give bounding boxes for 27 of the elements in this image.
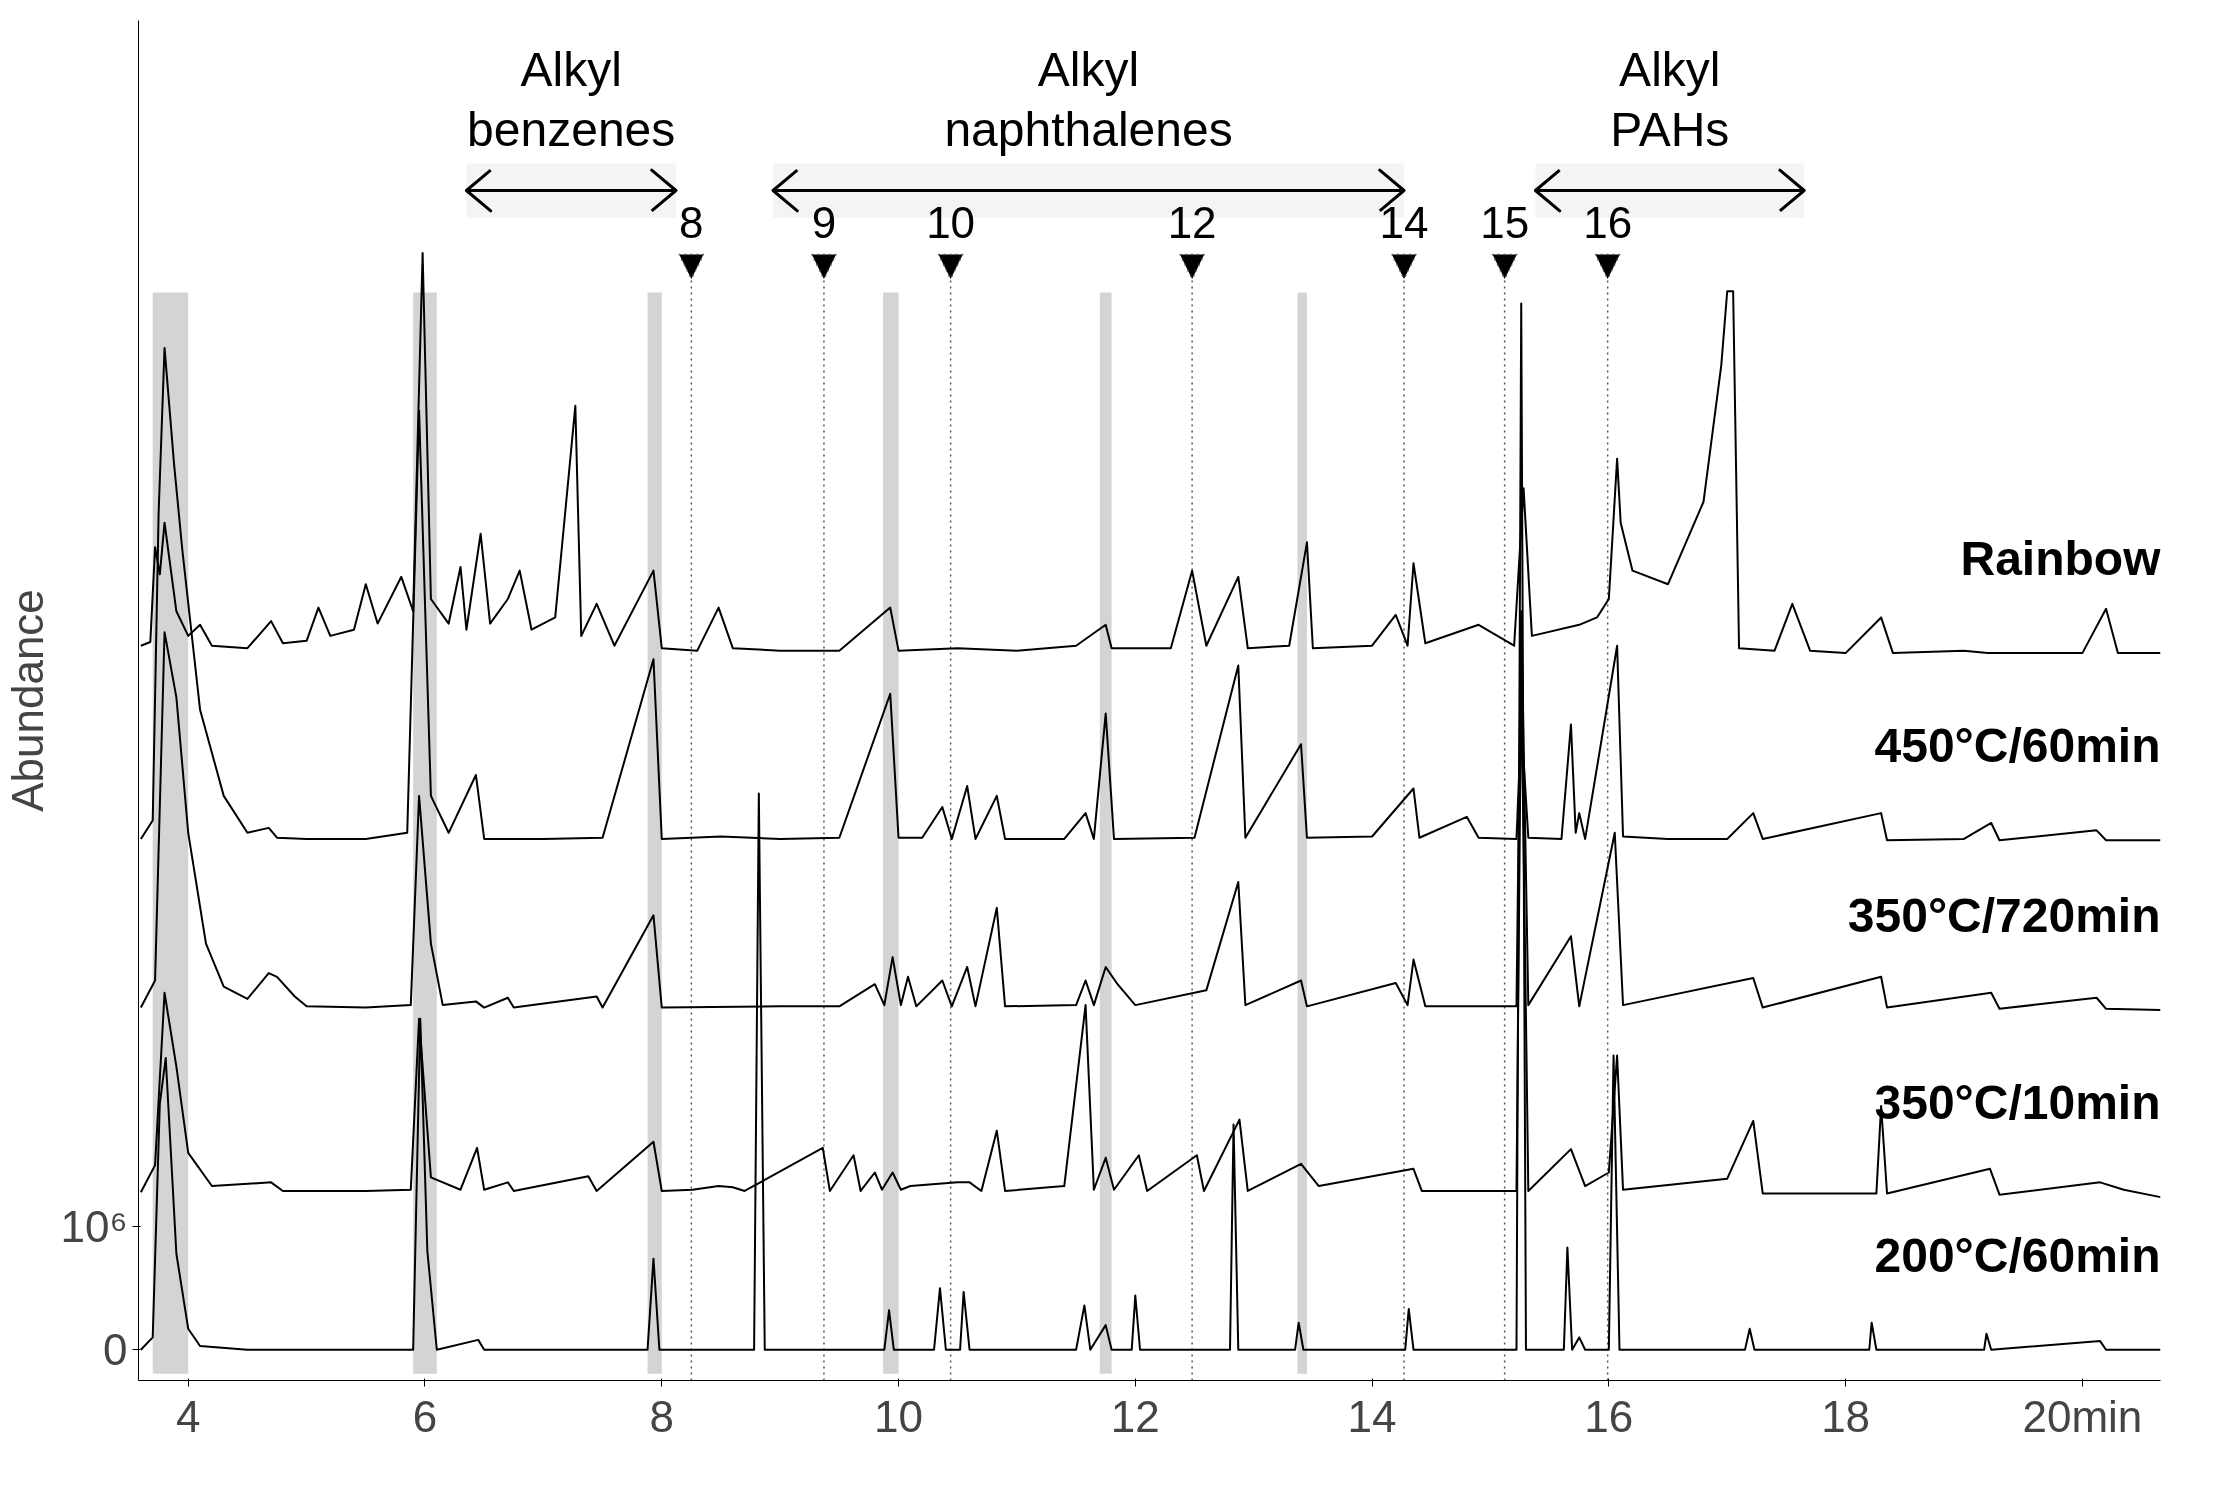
- series-label: 450°C/60min: [1874, 719, 2161, 773]
- band-label: Alkyl benzenes: [467, 42, 676, 157]
- x-tick-label: 8: [649, 1391, 675, 1441]
- x-tick-label: 10: [874, 1391, 924, 1441]
- ref-line-label: 9: [811, 198, 837, 248]
- ref-line-label: 14: [1379, 198, 1429, 248]
- series-label: 350°C/10min: [1874, 1076, 2161, 1130]
- ref-line-label: 15: [1480, 198, 1530, 248]
- series-label: Rainbow: [1960, 532, 2162, 586]
- ref-line-label: 8: [679, 198, 704, 248]
- ref-line-label: 10: [926, 198, 976, 248]
- band-label: Alkyl PAHs: [1610, 42, 1730, 157]
- y-tick-label: 0: [103, 1325, 128, 1375]
- x-tick-label: 6: [412, 1391, 438, 1441]
- series-label: 200°C/60min: [1874, 1228, 2161, 1282]
- x-tick-label: 4: [175, 1391, 201, 1441]
- x-tick-label: 20min: [2022, 1391, 2143, 1441]
- ref-line-label: 12: [1167, 198, 1217, 248]
- x-tick-label: 18: [1821, 1391, 1871, 1441]
- series-label: 350°C/720min: [1847, 889, 2161, 943]
- y-tick-label: 10⁶: [60, 1202, 128, 1252]
- x-tick-label: 12: [1110, 1391, 1160, 1441]
- x-tick-label: 14: [1347, 1391, 1397, 1441]
- y-axis-title: Abundance: [3, 589, 53, 812]
- ref-line-label: 16: [1583, 198, 1633, 248]
- x-tick-label: 16: [1584, 1391, 1634, 1441]
- band-label: Alkyl naphthalenes: [944, 42, 1233, 157]
